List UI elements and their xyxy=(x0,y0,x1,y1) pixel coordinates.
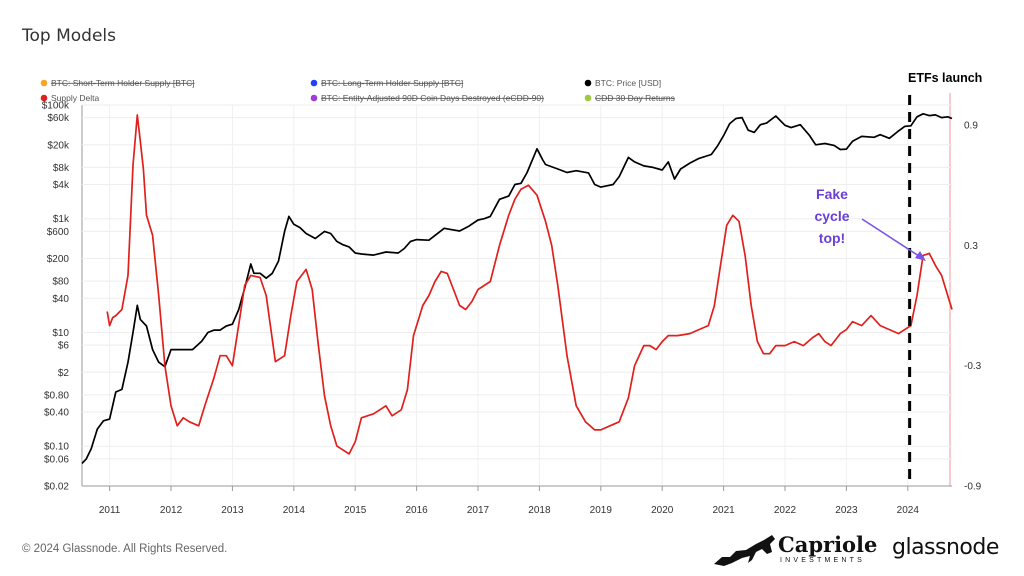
copyright-text: © 2024 Glassnode. All Rights Reserved. xyxy=(22,543,228,555)
x-tick-label: 2014 xyxy=(283,505,306,516)
y-left-tick-label: $6 xyxy=(58,341,70,352)
y-left-tick-label: $10 xyxy=(52,328,69,339)
x-tick-label: 2012 xyxy=(160,505,183,516)
x-tick-label: 2016 xyxy=(405,505,428,516)
x-tick-label: 2021 xyxy=(712,505,735,516)
y-right-tick-label: -0.9 xyxy=(964,482,982,493)
y-left-tick-label: $60k xyxy=(47,113,70,124)
etf-launch-label: ETFs launch xyxy=(908,71,982,85)
legend-entry: Supply Delta xyxy=(51,93,99,103)
capriole-horse-icon xyxy=(714,535,775,566)
legend-marker xyxy=(310,79,318,87)
x-tick-label: 2011 xyxy=(99,505,121,516)
y-left-tick-label: $40 xyxy=(52,294,69,305)
fake-cycle-arrowhead xyxy=(915,251,926,261)
legend-marker xyxy=(584,79,592,87)
x-tick-label: 2024 xyxy=(897,505,920,516)
y-left-tick-label: $2 xyxy=(58,368,70,379)
legend-entry: BTC: Short-Term Holder Supply [BTC] xyxy=(51,78,195,88)
x-tick-label: 2015 xyxy=(344,505,367,516)
y-left-tick-label: $0.06 xyxy=(44,454,69,465)
y-right-tick-label: 0.9 xyxy=(964,121,978,132)
y-left-tick-label: $80 xyxy=(52,277,69,288)
legend-entry: BTC: Long-Term Holder Supply [BTC] xyxy=(321,78,463,88)
y-right-tick-label: 0.3 xyxy=(964,241,978,252)
y-left-tick-label: $600 xyxy=(47,227,70,238)
legend-entry: BTC: Price [USD] xyxy=(595,78,661,88)
legend-marker xyxy=(584,94,592,102)
fake-cycle-arrow xyxy=(861,218,923,259)
legend-entry: CDD 30 Day Returns xyxy=(595,93,675,103)
fake-cycle-label-3: top! xyxy=(819,230,845,246)
x-axis: 2011 2012 2013 2014 2015 2016 2017 2018 2019 2020… xyxy=(82,485,952,516)
y-left-tick-label: $8k xyxy=(53,163,70,174)
fake-cycle-label-2: cycle xyxy=(814,208,849,224)
x-tick-label: 2017 xyxy=(467,505,490,516)
y-left-tick-label: $4k xyxy=(53,180,70,191)
y-left-tick-label: $0.10 xyxy=(44,442,69,453)
fake-cycle-label-1: Fake xyxy=(816,186,848,202)
y-left-tick-label: $20k xyxy=(47,140,70,151)
fake-cycle-annotation: Fake cycle top! xyxy=(814,186,926,261)
x-tick-label: 2023 xyxy=(835,505,858,516)
y-left-tick-label: $0.80 xyxy=(44,390,69,401)
y-axis-left: $100k$60k $20k $8k $4k $1k $600 $200 $80 $40 $10 $… xyxy=(42,101,70,493)
legend-entry: BTC: Entity-Adjusted 90D Coin Days Destr… xyxy=(321,93,544,103)
y-right-tick-label: -0.3 xyxy=(964,361,982,372)
x-tick-label: 2022 xyxy=(774,505,797,516)
etf-launch-marker: ETFs launch xyxy=(908,71,982,486)
capriole-logo-text: Capriole xyxy=(778,532,878,557)
y-left-tick-label: $200 xyxy=(47,254,70,265)
series-line-btc-price xyxy=(81,112,953,464)
x-tick-label: 2020 xyxy=(651,505,674,516)
y-left-tick-label: $0.40 xyxy=(44,408,69,419)
y-axis-right: 0.9 0.3 -0.3 -0.9 xyxy=(964,121,982,493)
chart-grid xyxy=(81,93,952,487)
legend-marker xyxy=(40,79,48,87)
x-tick-label: 2018 xyxy=(528,505,551,516)
chart-legend: BTC: Short-Term Holder Supply [BTC] BTC: … xyxy=(40,78,675,103)
x-tick-label: 2019 xyxy=(590,505,613,516)
y-left-tick-label: $100k xyxy=(42,101,70,112)
legend-marker xyxy=(310,94,318,102)
x-tick-label: 2013 xyxy=(221,505,244,516)
capriole-logo-subtext: INVESTMENTS xyxy=(780,557,865,564)
y-left-tick-label: $0.02 xyxy=(44,482,69,493)
y-left-tick-label: $1k xyxy=(53,214,70,225)
chart-series xyxy=(81,112,953,464)
glassnode-logo-text: glassnode xyxy=(892,535,999,560)
page-title: Top Models xyxy=(22,26,116,46)
series-line-supply-delta xyxy=(106,114,953,455)
legend-marker xyxy=(40,94,48,102)
